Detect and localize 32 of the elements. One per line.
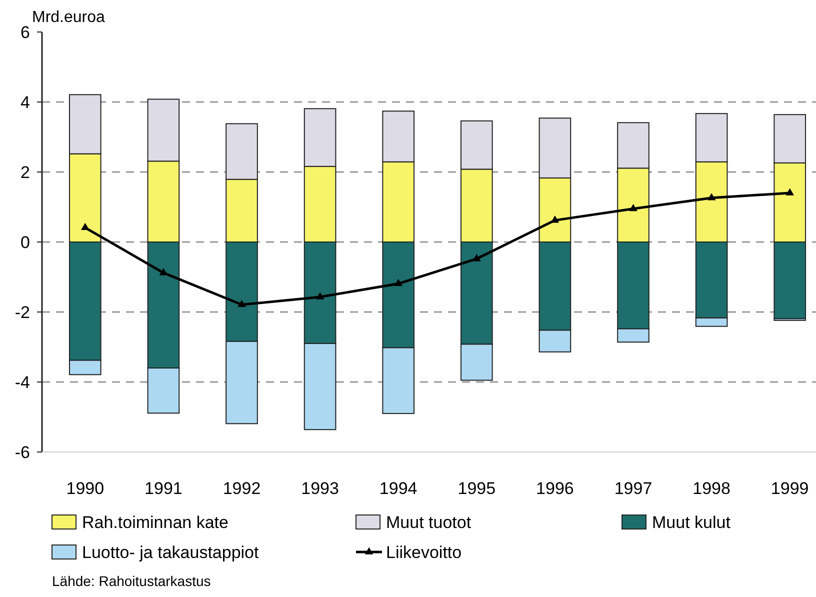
x-tick-label: 1991	[144, 479, 182, 498]
legend-label: Rah.toiminnan kate	[82, 513, 228, 532]
point	[80, 222, 90, 230]
x-tick-label: 1997	[614, 479, 652, 498]
x-tick-label: 1990	[66, 479, 104, 498]
point	[394, 278, 403, 286]
x-tick-label: 1993	[301, 479, 339, 498]
y-tick-label: -6	[14, 442, 30, 462]
point	[707, 193, 716, 200]
y-tick-label: -2	[14, 302, 30, 322]
point	[629, 204, 638, 212]
x-tick-label: 1996	[536, 479, 574, 498]
legend-label: Luotto- ja takaustappiot	[82, 543, 260, 562]
y-axis-title: Mrd.euroa	[32, 9, 106, 26]
y-tick-label: 6	[20, 22, 30, 42]
point	[316, 292, 324, 300]
point	[238, 300, 246, 308]
x-tick-label: 1994	[379, 479, 418, 498]
x-tick-label: 1998	[692, 479, 730, 498]
legend-label: Muut tuotot	[386, 513, 472, 532]
x-tick-label: 1995	[458, 479, 496, 498]
x-tick-label: 1999	[770, 479, 809, 498]
legend-label: Liikevoitto	[386, 543, 462, 562]
y-tick-label: 2	[20, 162, 30, 182]
point	[786, 188, 794, 196]
x-tick-label: 1992	[222, 479, 261, 498]
y-tick-label: 0	[20, 232, 30, 252]
legend-label: Muut kulut	[652, 513, 731, 532]
text: Lähde: Rahoitustarkastus	[52, 573, 211, 589]
point	[472, 254, 481, 262]
y-tick-label: -4	[14, 372, 30, 392]
y-tick-label: 4	[20, 92, 30, 112]
